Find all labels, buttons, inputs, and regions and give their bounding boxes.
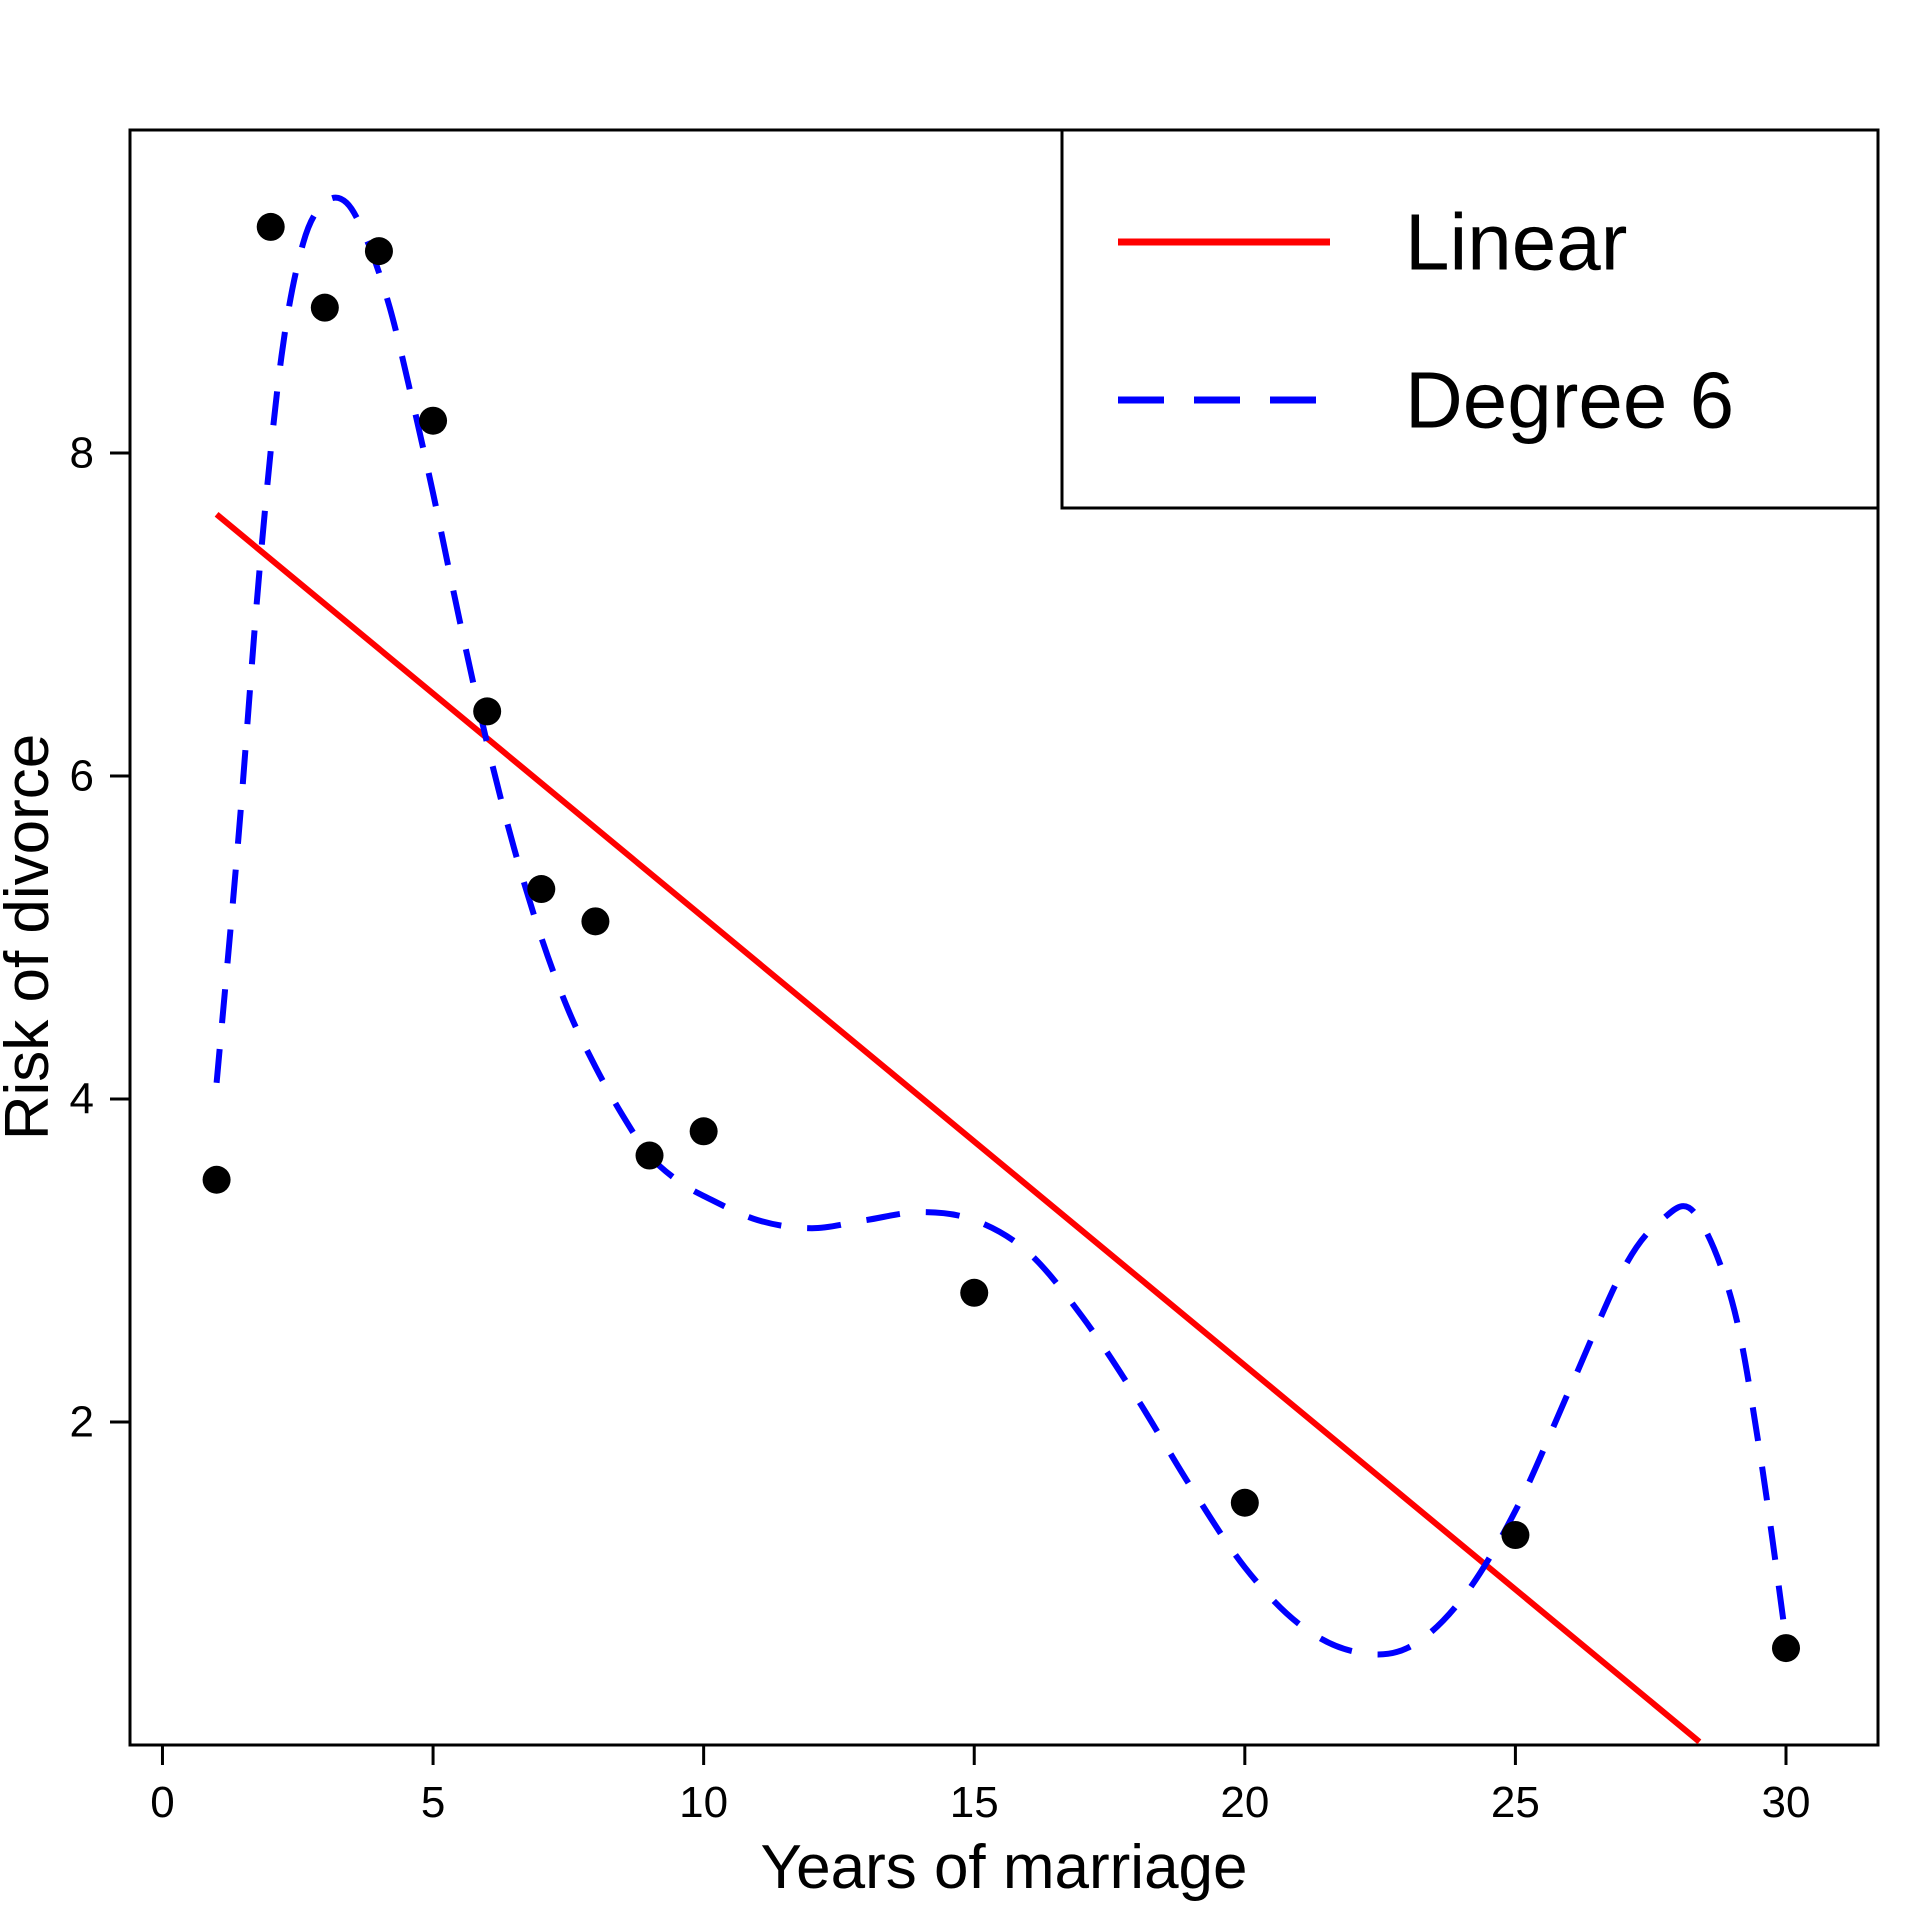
- data-point: [1501, 1521, 1530, 1550]
- legend-label-linear: Linear: [1405, 198, 1627, 287]
- y-axis-ticks: 2 4 6 8: [70, 429, 130, 1447]
- plot-area-border: [128, 128, 1880, 1747]
- x-tick-label: 10: [679, 1778, 728, 1827]
- data-point: [635, 1141, 664, 1170]
- legend: Linear Degree 6: [1060, 128, 1880, 510]
- degree6-fit-curve: [213, 194, 1789, 1658]
- x-axis-title: Years of marriage: [760, 1833, 1247, 1902]
- data-point: [1772, 1634, 1800, 1663]
- data-point: [256, 212, 285, 241]
- y-tick-label: 8: [70, 429, 94, 478]
- y-axis-title: Risk of divorce: [0, 734, 62, 1141]
- x-tick-label: 5: [421, 1778, 445, 1827]
- legend-label-degree6: Degree 6: [1405, 356, 1734, 445]
- data-point: [310, 293, 339, 322]
- x-tick-label: 30: [1762, 1778, 1811, 1827]
- data-point: [473, 697, 502, 726]
- x-tick-label: 20: [1220, 1778, 1269, 1827]
- linear-fit-line: [214, 512, 1702, 1745]
- x-tick-label: 0: [150, 1778, 174, 1827]
- data-point: [419, 406, 448, 435]
- x-tick-label: 25: [1491, 1778, 1540, 1827]
- data-point: [527, 875, 556, 904]
- x-axis-ticks: 0 5 10 15 20 25 30: [150, 1745, 1810, 1827]
- data-point: [202, 1165, 231, 1194]
- data-point: [581, 907, 610, 936]
- y-tick-label: 4: [70, 1075, 94, 1124]
- data-points: [202, 212, 1800, 1663]
- x-tick-label: 15: [950, 1778, 999, 1827]
- legend-box: [1060, 128, 1880, 510]
- y-tick-label: 6: [70, 752, 94, 801]
- y-tick-label: 2: [70, 1398, 94, 1447]
- data-point: [1230, 1488, 1259, 1517]
- data-point: [689, 1117, 718, 1146]
- data-point: [960, 1278, 989, 1307]
- data-point: [364, 237, 393, 266]
